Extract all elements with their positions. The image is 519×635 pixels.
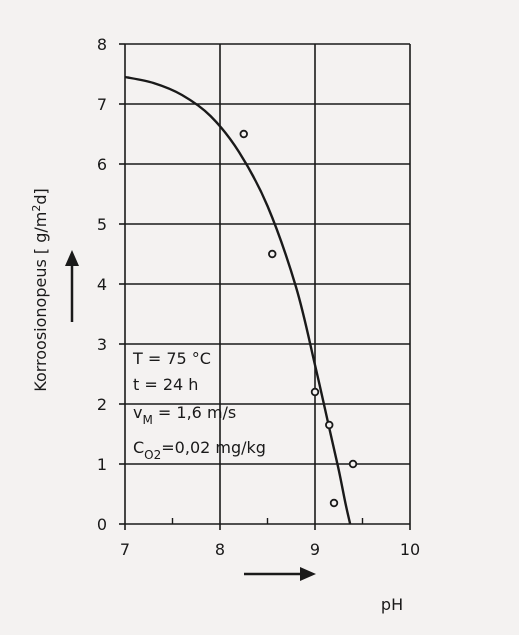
y-axis-label-end: d] [31, 188, 50, 204]
annotation-oxygen-symbol: C [133, 438, 144, 457]
data-point [310, 387, 320, 397]
annotation-velocity-symbol: v [133, 403, 142, 422]
y-axis-label-main: Korroosionopeus [ g/m [31, 212, 50, 392]
annotation-velocity-subscript: M [142, 413, 152, 427]
annotation-oxygen: CO2=0,02 mg/kg [133, 438, 266, 462]
y-tick-label: 1 [97, 455, 107, 474]
y-tick-label: 8 [97, 35, 107, 54]
annotation-time: t = 24 h [133, 375, 198, 394]
y-tick-label: 7 [97, 95, 107, 114]
annotation-temperature: T = 75 °C [132, 349, 211, 368]
y-tick-label: 0 [97, 515, 107, 534]
series-curve [124, 75, 352, 525]
fitted-curve [124, 75, 352, 525]
annotation-oxygen-value: =0,02 mg/kg [161, 438, 266, 457]
y-axis-label-superscript: 2 [30, 205, 43, 212]
annotation-velocity: vM = 1,6 m/s [133, 403, 236, 427]
x-axis-label: pH [381, 595, 403, 614]
y-tick-label: 4 [97, 275, 107, 294]
y-axis-label: Korroosionopeus [ g/m2d] [30, 188, 50, 392]
data-point [239, 129, 248, 139]
tick-labels: 0 1 2 3 4 5 6 7 8 7 8 9 10 [97, 35, 420, 559]
x-tick-label: 9 [310, 540, 320, 559]
grid [119, 43, 411, 530]
y-tick-label: 3 [97, 335, 107, 354]
annotation-oxygen-subscript: O2 [144, 448, 161, 462]
data-points [239, 129, 358, 508]
annotation-velocity-value: = 1,6 m/s [153, 403, 236, 422]
y-tick-label: 6 [97, 155, 107, 174]
data-point [329, 498, 339, 508]
y-tick-label: 5 [97, 215, 107, 234]
annotation-block: T = 75 °C t = 24 h vM = 1,6 m/s CO2=0,02… [132, 349, 266, 462]
x-tick-label: 7 [120, 540, 130, 559]
y-axis-arrow-icon [65, 250, 79, 322]
data-point [268, 249, 277, 259]
data-point [325, 420, 334, 430]
y-tick-label: 2 [97, 395, 107, 414]
x-tick-label: 8 [215, 540, 225, 559]
x-tick-label: 10 [400, 540, 420, 559]
x-axis-arrow-icon [244, 567, 316, 581]
data-point [348, 459, 358, 469]
